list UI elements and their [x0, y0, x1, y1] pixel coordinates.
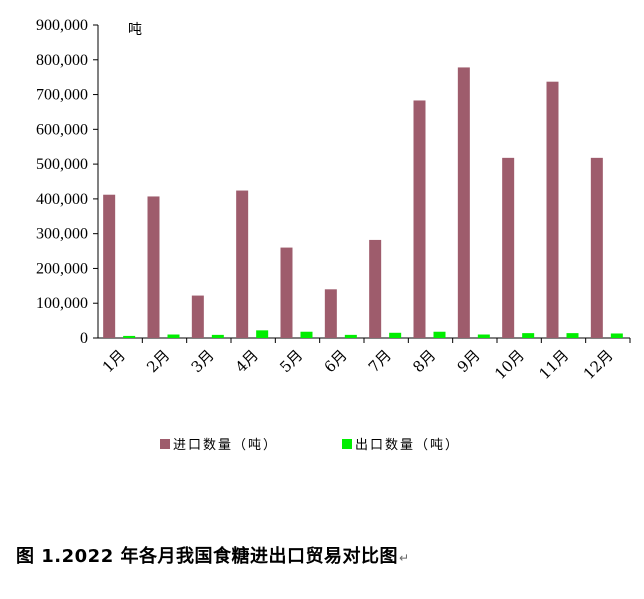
y-tick-label: 500,000: [36, 156, 88, 173]
y-axis: 0 100,000 200,000 300,000 400,000 500,000 600,…: [36, 17, 99, 347]
export-bar: [300, 331, 313, 338]
y-tick-label: 0: [80, 330, 88, 347]
paragraph-mark-icon: ↵: [399, 551, 410, 565]
unit-label: 吨: [128, 22, 142, 38]
y-tick-label: 100,000: [36, 295, 88, 312]
legend-swatch-import: [160, 438, 170, 449]
import-bar: [502, 157, 515, 338]
export-bar: [389, 332, 402, 338]
import-bar: [147, 196, 160, 338]
export-bar: [167, 334, 180, 338]
y-tick-label: 900,000: [36, 17, 88, 34]
x-tick-label: 8月: [409, 346, 439, 376]
import-bar: [324, 289, 337, 338]
import-bar: [191, 295, 204, 338]
figure-caption: 图 1.2022 年各月我国食糖进出口贸易对比图↵: [16, 542, 410, 568]
export-bar: [344, 334, 357, 338]
export-bar: [211, 334, 224, 338]
export-bar: [433, 331, 446, 338]
y-tick-label: 800,000: [36, 52, 88, 69]
import-bar: [546, 81, 559, 338]
legend-swatch-export: [342, 438, 352, 449]
legend: 进口数量（吨） 出口数量（吨）: [0, 434, 644, 458]
export-bar: [123, 335, 136, 338]
x-tick-label: 1月: [99, 346, 129, 376]
import-bar: [280, 247, 293, 338]
import-bar: [590, 157, 603, 338]
export-bar: [477, 334, 490, 338]
x-tick-label: 2月: [143, 346, 173, 376]
x-tick-label: 9月: [454, 346, 484, 376]
x-tick-label: 6月: [321, 346, 351, 376]
x-tick-label: 3月: [188, 346, 218, 376]
x-tick-label: 10月: [491, 346, 528, 383]
legend-item-export: 出口数量（吨）: [342, 434, 460, 453]
caption-text: 图 1.2022 年各月我国食糖进出口贸易对比图: [16, 546, 398, 567]
export-bar: [256, 330, 269, 338]
legend-label-import: 进口数量（吨）: [173, 438, 279, 453]
y-tick-label: 700,000: [36, 87, 88, 104]
export-bar: [566, 333, 579, 338]
y-tick-label: 400,000: [36, 191, 88, 208]
bars: [103, 67, 623, 339]
x-tick-label: 5月: [276, 346, 306, 376]
y-tick-label: 200,000: [36, 260, 88, 277]
x-tick-label: 11月: [535, 346, 572, 383]
import-bar: [236, 190, 249, 338]
x-tick-label: 4月: [232, 346, 262, 376]
export-bar: [522, 333, 535, 338]
bar-chart: 0 100,000 200,000 300,000 400,000 500,000 600,…: [36, 17, 631, 383]
import-bar: [103, 194, 116, 338]
import-bar: [457, 67, 470, 338]
import-bar: [413, 100, 426, 339]
import-bar: [369, 239, 382, 338]
legend-item-import: 进口数量（吨）: [160, 434, 278, 453]
y-tick-label: 300,000: [36, 226, 88, 243]
legend-label-export: 出口数量（吨）: [355, 438, 461, 453]
x-tick-label: 12月: [580, 346, 617, 383]
x-axis: 1月 2月 3月 4月 5月 6月 7月 8月 9月 10月 11月 12月: [98, 337, 631, 383]
export-bar: [610, 333, 623, 338]
y-tick-label: 600,000: [36, 121, 88, 138]
x-tick-label: 7月: [365, 346, 395, 376]
